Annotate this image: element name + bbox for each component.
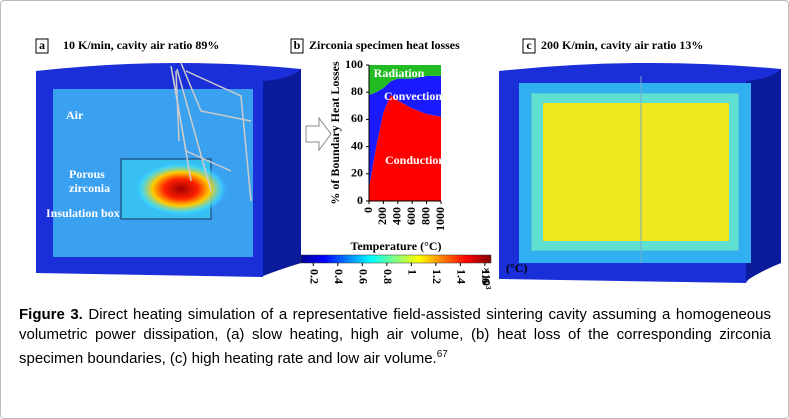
caption: Figure 3. Direct heating simulation of a… (19, 305, 771, 369)
y-tick-label: 0 (357, 193, 363, 207)
caption-label: Figure 3. (19, 306, 83, 323)
colorbar-tick-label: 1.4 (455, 269, 469, 284)
y-tick-label: 20 (351, 166, 363, 180)
simulation-a (36, 62, 301, 277)
panel-letter: b (294, 38, 301, 52)
panel-title: 200 K/min, cavity air ratio 13% (541, 38, 703, 52)
arrow (305, 116, 332, 152)
annotation: Air (66, 108, 84, 122)
annotation: Porous (69, 167, 105, 181)
x-tick-label: 800 (418, 207, 432, 225)
y-axis-title: % of Boundary Heat Losses (328, 61, 342, 205)
series-label: Convection (384, 89, 442, 103)
colorbar-unit: (°C) (506, 261, 527, 275)
figure-graphics: Air Porous zirconia Insulation box a 10 … (35, 38, 781, 290)
x-tick-label: 600 (404, 207, 418, 225)
y-tick-label: 80 (351, 84, 363, 98)
area (369, 75, 441, 188)
colorbar-tick-label: 0.6 (357, 269, 371, 284)
caption-ref: 67 (436, 349, 448, 360)
y-tick-label: 100 (345, 57, 363, 71)
x-tick-label: 400 (390, 207, 404, 225)
series-label: Conduction (385, 153, 445, 167)
colorbar-tick-label: 0.4 (332, 269, 346, 284)
colorbar-tick-label: 0.8 (381, 269, 395, 284)
x-tick-label: 200 (375, 207, 389, 225)
colorbar-tick-label: 1.2 (430, 269, 444, 284)
colorbar-tick-label: 1 (406, 269, 420, 275)
colorbar-multiplier: ×10³ (479, 267, 493, 290)
x-tick-label: 1000 (433, 207, 447, 231)
caption-text: Direct heating simulation of a represent… (19, 306, 771, 367)
x-tick-label: 0 (361, 207, 375, 213)
panel-title: 10 K/min, cavity air ratio 89% (63, 38, 219, 52)
series-label: Radiation (374, 66, 425, 80)
y-tick-label: 60 (351, 111, 363, 125)
annotation: Insulation box (46, 206, 120, 220)
panel-letter-box (522, 38, 536, 54)
colorbar-tick-label: 1.6 (479, 269, 493, 284)
panel-title: Zirconia specimen heat losses (309, 38, 460, 52)
colorbar (300, 254, 492, 264)
colorbar-tick-label: 0.2 (308, 269, 322, 284)
area (369, 94, 441, 201)
simulation-c (499, 62, 781, 283)
x-axis-title: Temperature (°C) (350, 239, 441, 253)
area (369, 65, 441, 95)
annotation: zirconia (69, 181, 110, 195)
panel-letter-box (290, 38, 304, 54)
panel-letter: a (39, 38, 45, 52)
panel-letter: c (526, 38, 532, 52)
panel-letter-box (35, 38, 49, 54)
y-tick-label: 40 (351, 138, 363, 152)
